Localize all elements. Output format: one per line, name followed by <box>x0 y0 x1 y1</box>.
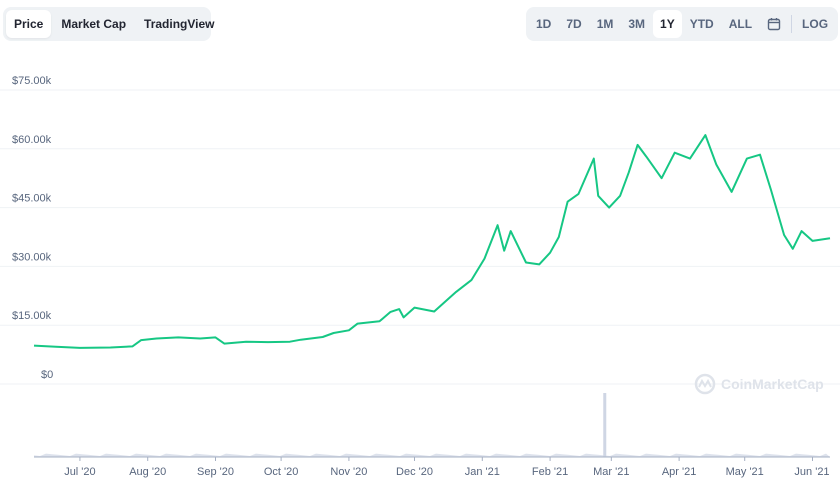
y-tick-label: $15.00k <box>12 310 52 322</box>
x-tick-label: Aug '20 <box>129 466 166 478</box>
volume-spike-bar <box>603 393 607 457</box>
y-tick-label: $30.00k <box>12 251 52 263</box>
y-axis-ticks: $0 $15.00k $30.00k $45.00k $60.00k $75.00k <box>12 75 53 381</box>
tab-market-cap[interactable]: Market Cap <box>61 17 127 31</box>
range-1d[interactable]: 1D <box>536 17 552 31</box>
x-tick-label: Nov '20 <box>330 466 367 478</box>
range-7d[interactable]: 7D <box>566 17 582 31</box>
calendar-icon[interactable] <box>760 11 788 37</box>
x-tick-label: Apr '21 <box>662 466 697 478</box>
y-tick-label: $45.00k <box>12 193 52 205</box>
tab-price[interactable]: Price <box>6 10 52 38</box>
time-range-selector: 1D 7D 1M 3M 1Y YTD ALL LOG <box>526 7 838 41</box>
range-3m[interactable]: 3M <box>628 17 646 31</box>
volume-area <box>34 453 830 457</box>
coinmarketcap-logo-mark <box>698 378 712 388</box>
price-line <box>33 134 831 349</box>
y-tick-label: $0 <box>41 369 53 381</box>
x-tick-label: Feb '21 <box>532 466 568 478</box>
range-all[interactable]: ALL <box>728 17 753 31</box>
coinmarketcap-logo-icon <box>694 373 716 395</box>
x-tick-label: Jan '21 <box>465 466 500 478</box>
y-tick-label: $60.00k <box>12 134 52 146</box>
x-tick-label: May '21 <box>726 466 764 478</box>
x-tick-label: Oct '20 <box>264 466 299 478</box>
divider <box>791 15 793 33</box>
range-1y[interactable]: 1Y <box>653 10 682 38</box>
chart-type-tabs: Price Market Cap TradingView <box>3 7 215 41</box>
watermark-text: CoinMarketCap <box>721 376 824 392</box>
y-tick-label: $75.00k <box>12 75 52 87</box>
watermark: CoinMarketCap <box>694 373 824 395</box>
volume-bars <box>34 393 830 458</box>
x-tick-label: Dec '20 <box>396 466 433 478</box>
log-toggle[interactable]: LOG <box>802 17 829 31</box>
x-tick-label: Jun '21 <box>794 466 829 478</box>
x-axis-ticks: Jul '20 Aug '20 Sep '20 Oct '20 Nov '20 Dec '… <box>64 457 830 478</box>
x-tick-label: Sep '20 <box>197 466 234 478</box>
tab-tradingview[interactable]: TradingView <box>144 17 215 31</box>
range-1m[interactable]: 1M <box>596 17 614 31</box>
x-tick-label: Mar '21 <box>593 466 629 478</box>
x-tick-label: Jul '20 <box>64 466 95 478</box>
range-ytd[interactable]: YTD <box>689 17 714 31</box>
chart-grid <box>0 89 840 385</box>
